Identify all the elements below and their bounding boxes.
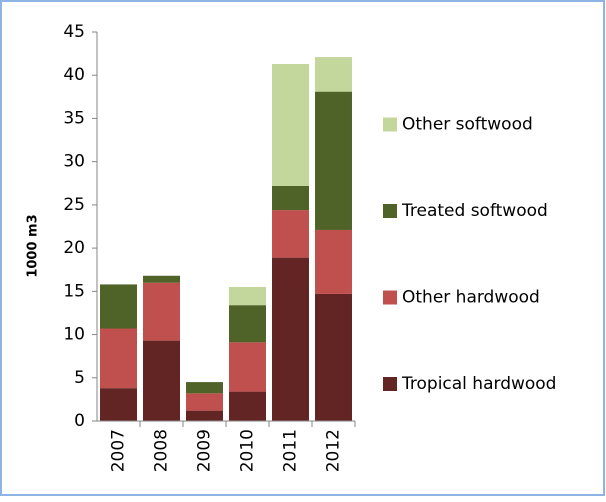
legend-label: Treated softwood bbox=[401, 201, 548, 221]
x-tick-label: 2007 bbox=[109, 429, 129, 472]
legend-label: Other softwood bbox=[402, 115, 533, 135]
y-tick-label: 35 bbox=[63, 108, 85, 128]
y-tick-label: 25 bbox=[63, 195, 85, 215]
bar-segment bbox=[229, 391, 266, 421]
bar-segment bbox=[272, 257, 309, 421]
bar-segment bbox=[186, 382, 223, 394]
x-tick-label: 2009 bbox=[195, 429, 215, 472]
y-tick-label: 15 bbox=[63, 281, 85, 301]
bar-segment bbox=[100, 284, 137, 329]
bar-segment bbox=[143, 275, 180, 283]
x-tick-label: 2012 bbox=[324, 429, 344, 472]
bar-segment bbox=[272, 210, 309, 258]
y-tick-label: 40 bbox=[63, 65, 85, 85]
legend-swatch bbox=[383, 117, 397, 132]
bar-segment bbox=[100, 388, 137, 421]
bar-segment bbox=[315, 91, 352, 230]
bar-segment bbox=[186, 410, 223, 421]
legend-swatch bbox=[383, 204, 397, 218]
bar-segment bbox=[315, 293, 352, 421]
y-axis-label: 1000 m3 bbox=[26, 214, 41, 277]
y-tick-label: 30 bbox=[63, 152, 85, 172]
legend-swatch bbox=[383, 290, 397, 305]
bar-segment bbox=[272, 185, 309, 211]
bar-segment bbox=[143, 282, 180, 341]
bar-segment bbox=[229, 342, 266, 392]
bar-segment bbox=[143, 340, 180, 421]
y-tick-label: 10 bbox=[63, 325, 85, 345]
bar-segment bbox=[315, 57, 352, 92]
bar-segment bbox=[229, 287, 266, 306]
bar-segment bbox=[100, 328, 137, 389]
bar-segment bbox=[186, 393, 223, 411]
y-tick-label: 20 bbox=[63, 238, 85, 258]
bar-segment bbox=[272, 63, 309, 186]
bar-segment bbox=[229, 305, 266, 343]
legend-label: Other hardwood bbox=[402, 288, 540, 308]
y-tick-label: 0 bbox=[74, 411, 85, 431]
bar-segment bbox=[315, 229, 352, 294]
y-tick-label: 45 bbox=[63, 22, 85, 42]
legend-swatch bbox=[383, 377, 397, 391]
legend-label: Tropical hardwood bbox=[401, 374, 556, 394]
y-tick-label: 5 bbox=[74, 368, 85, 388]
x-tick-label: 2010 bbox=[238, 429, 258, 472]
x-tick-label: 2008 bbox=[152, 429, 172, 472]
x-tick-label: 2011 bbox=[281, 429, 301, 472]
